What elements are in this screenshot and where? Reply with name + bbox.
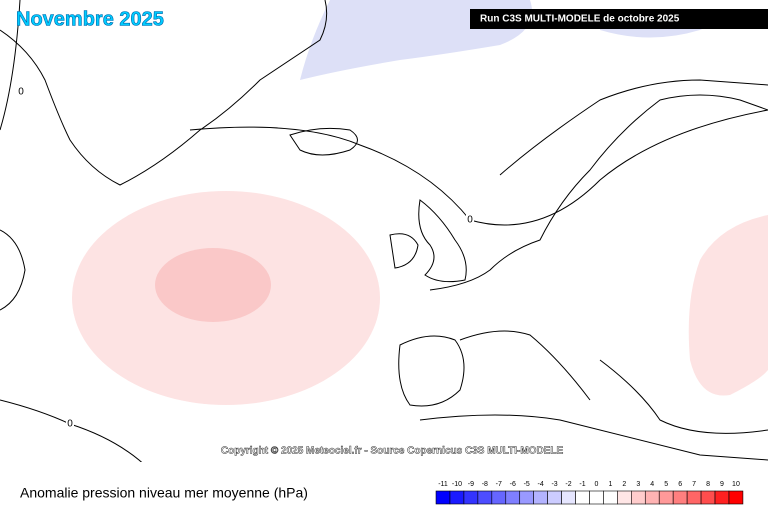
run-banner	[470, 9, 768, 29]
iceland-coast	[289, 127, 358, 156]
iberia-coast	[398, 335, 465, 407]
labrador-coast	[0, 229, 26, 311]
legend-tick-label: 10	[732, 481, 740, 488]
contour-label-bg	[466, 214, 474, 226]
contour-labels: 0 0 0	[17, 86, 474, 430]
legend-tick-label: -1	[579, 481, 585, 488]
title: Novembre 2025	[16, 8, 164, 30]
britain-coast	[418, 199, 467, 283]
legend-swatch	[589, 490, 604, 505]
legend-tick-label: 0	[594, 481, 598, 488]
legend-tick-label: 5	[664, 481, 668, 488]
legend-tick-label: -9	[468, 481, 474, 488]
legend-swatch	[505, 490, 521, 505]
legend-swatch	[672, 490, 688, 505]
legend-tick-label: 6	[678, 481, 682, 488]
legend-swatch	[519, 490, 534, 505]
legend-swatch	[728, 490, 744, 505]
run-label: Run C3S MULTI-MODELE de octobre 2025	[480, 14, 680, 25]
legend: -11 -10 -9 -8 -7 -6 -5 -4 -3 -2 -1 0 1 2 3 4 5 6 7 8 9 10	[435, 481, 744, 505]
legend-tick-label: -11	[438, 481, 448, 488]
legend-tick-label: 7	[692, 481, 696, 488]
greenland-coast	[0, 0, 328, 186]
legend-tick-label: -3	[551, 481, 557, 488]
legend-swatch	[686, 490, 702, 505]
legend-swatch	[477, 490, 493, 505]
contour-label: 0	[67, 419, 73, 430]
legend-tick-label: -5	[524, 481, 530, 488]
europe-coast	[429, 79, 768, 291]
contour-label: 0	[467, 215, 473, 226]
legend-tick-label: -7	[496, 481, 502, 488]
legend-swatch	[561, 490, 576, 505]
contour-label-bg	[66, 418, 74, 430]
legend-tick-label: 3	[636, 481, 640, 488]
positive-area-strong	[155, 248, 271, 322]
legend-swatch	[700, 490, 716, 505]
legend-swatch	[658, 490, 674, 505]
legend-swatch	[463, 490, 479, 505]
legend-tick-label: -6	[510, 481, 516, 488]
positive-area	[688, 215, 768, 396]
legend-swatch	[533, 490, 548, 505]
legend-swatch	[603, 490, 618, 505]
legend-swatch	[644, 490, 660, 505]
legend-swatch	[491, 490, 507, 505]
legend-swatch	[575, 490, 590, 505]
legend-swatch	[617, 490, 632, 505]
mediterranean-coast	[419, 330, 768, 461]
legend-swatch	[547, 490, 562, 505]
legend-tick-label: 8	[706, 481, 710, 488]
legend-swatch	[449, 490, 465, 505]
legend-swatch	[435, 490, 451, 505]
legend-tick-label: 9	[720, 481, 724, 488]
ireland-coast	[389, 233, 419, 269]
legend-tick-label: -2	[565, 481, 571, 488]
legend-tick-label: 2	[622, 481, 626, 488]
legend-tick-label: -10	[452, 481, 462, 488]
contour-label-bg	[17, 86, 25, 98]
legend-tick-label: 4	[650, 481, 654, 488]
legend-swatch	[714, 490, 730, 505]
legend-tick-label: 1	[608, 481, 612, 488]
legend-tick-label: -4	[538, 481, 544, 488]
legend-tick-label: -8	[482, 481, 488, 488]
caption: Anomalie pression niveau mer moyenne (hP…	[20, 485, 308, 501]
copyright: Copyright © 2025 Meteociel.fr - Source C…	[221, 446, 564, 457]
contour-label: 0	[18, 87, 24, 98]
legend-swatch	[631, 490, 646, 505]
